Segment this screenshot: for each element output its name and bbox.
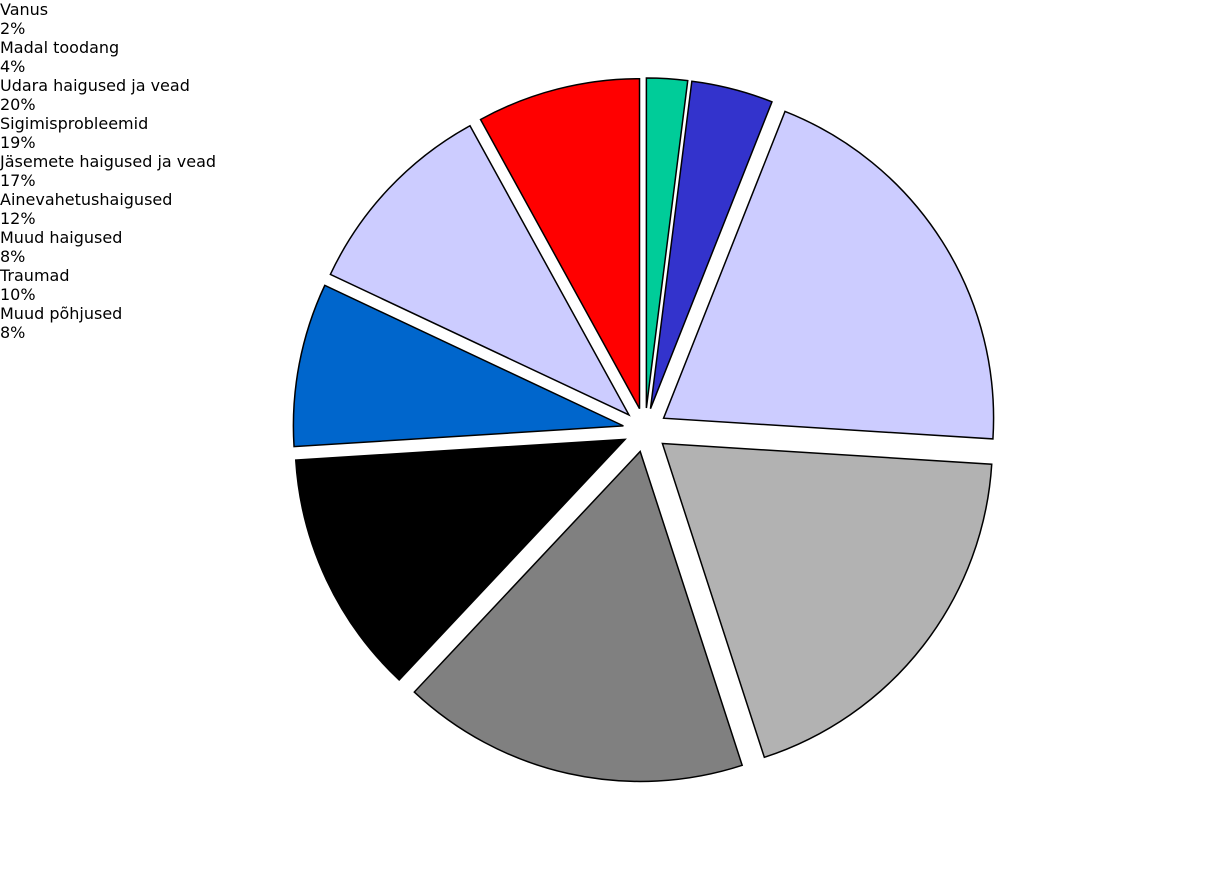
slice-label: Madal toodang 4% bbox=[0, 38, 240, 76]
slice-name: Madal toodang bbox=[0, 38, 120, 57]
slice-name: Traumad bbox=[0, 266, 70, 285]
slice-label: Ainevahetushaigused 12% bbox=[0, 190, 320, 228]
slice-percent: 2% bbox=[0, 19, 26, 38]
slice-percent: 19% bbox=[0, 133, 36, 152]
slice-percent: 12% bbox=[0, 209, 36, 228]
slice-name: Sigimisprobleemid bbox=[0, 114, 149, 133]
slice-label: Muud põhjused 8% bbox=[0, 304, 260, 342]
slice-percent: 10% bbox=[0, 285, 36, 304]
pie-slice bbox=[649, 80, 773, 409]
slice-label: Muud haigused 8% bbox=[0, 228, 260, 266]
slice-label: Udara haigused ja vead 20% bbox=[0, 76, 280, 114]
slice-percent: 8% bbox=[0, 323, 26, 342]
pie-slice bbox=[292, 284, 624, 448]
slice-percent: 17% bbox=[0, 171, 36, 190]
slice-percent: 8% bbox=[0, 247, 26, 266]
slice-percent: 4% bbox=[0, 57, 26, 76]
pie-slice bbox=[645, 77, 689, 409]
pie-slice bbox=[661, 442, 993, 759]
slice-name: Ainevahetushaigused bbox=[0, 190, 173, 209]
slice-label: Traumad 10% bbox=[0, 266, 200, 304]
slice-percent: 20% bbox=[0, 95, 36, 114]
pie-slice bbox=[329, 124, 631, 417]
slice-name: Udara haigused ja vead bbox=[0, 76, 190, 95]
pie-slice bbox=[479, 77, 641, 410]
slice-label: Sigimisprobleemid 19% bbox=[0, 114, 260, 152]
slice-name: Vanus bbox=[0, 0, 49, 19]
slice-name: Muud haigused bbox=[0, 228, 123, 247]
slice-label: Jäsemete haigused ja vead 17% bbox=[0, 152, 330, 190]
slice-name: Jäsemete haigused ja vead bbox=[0, 152, 217, 171]
pie-slice bbox=[413, 450, 744, 783]
pie-slice bbox=[662, 110, 995, 440]
pie-slice bbox=[294, 438, 627, 681]
slice-label: Vanus 2% bbox=[0, 0, 120, 38]
slice-name: Muud põhjused bbox=[0, 304, 123, 323]
